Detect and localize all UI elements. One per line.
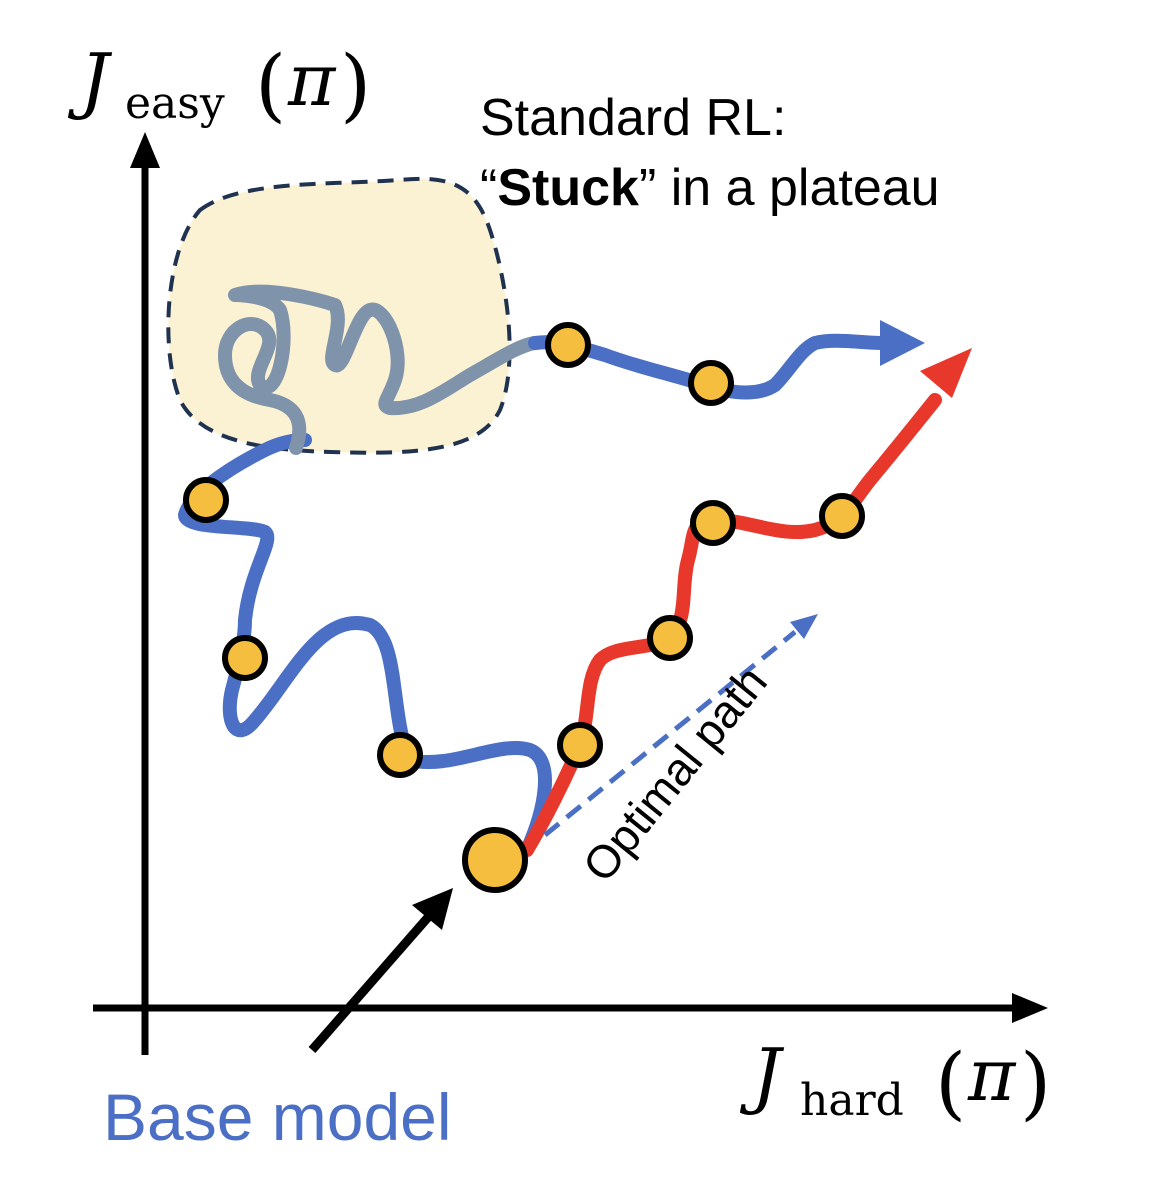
x-label-open: ( bbox=[935, 1036, 966, 1129]
node-bottom-blue bbox=[377, 732, 423, 778]
base-model-node bbox=[462, 827, 528, 893]
y-axis-label: J easy ( π ) bbox=[67, 38, 371, 131]
node-red-2 bbox=[647, 615, 693, 661]
standard-rl-arrowhead bbox=[880, 320, 925, 366]
optimal-path-arrow bbox=[543, 630, 797, 837]
node-red-1 bbox=[557, 722, 603, 768]
y-axis-arrowhead bbox=[130, 132, 160, 168]
node-left-upper bbox=[183, 477, 229, 523]
base-model-pointer-arrow bbox=[308, 912, 434, 1053]
standard-rl-path-upper bbox=[528, 333, 892, 400]
checkpoint-nodes bbox=[183, 322, 865, 893]
optimal-path-arrowhead bbox=[790, 614, 818, 639]
node-left-lower bbox=[222, 635, 268, 681]
base-model-pointer-arrowhead bbox=[412, 888, 453, 930]
node-upper-right bbox=[688, 360, 734, 406]
node-plateau-exit bbox=[545, 322, 591, 368]
y-label-sub: easy bbox=[125, 78, 225, 129]
standard-rl-title: Standard RL: bbox=[480, 89, 786, 147]
standard-rl-path-lower bbox=[178, 433, 552, 857]
red-path-arrowhead bbox=[920, 348, 972, 398]
x-label-pi: π bbox=[967, 1033, 1017, 1117]
y-label-open: ( bbox=[255, 38, 286, 131]
y-label-main: J bbox=[67, 38, 113, 122]
plateau-phrase: ” in a plateau bbox=[639, 159, 940, 217]
x-axis-label: J hard ( π ) bbox=[739, 1033, 1051, 1129]
node-red-4 bbox=[819, 493, 865, 539]
stuck-word: Stuck bbox=[497, 159, 639, 217]
base-model-label: Base model bbox=[103, 1080, 452, 1154]
quote-open: “ bbox=[480, 159, 497, 217]
x-axis-arrowhead bbox=[1012, 993, 1048, 1023]
standard-rl-subtitle: “Stuck” in a plateau bbox=[480, 159, 940, 217]
red-path bbox=[520, 393, 942, 857]
y-label-close: ) bbox=[340, 38, 371, 131]
y-label-pi: π bbox=[287, 38, 337, 122]
x-label-close: ) bbox=[1020, 1036, 1051, 1129]
stuck-squiggle-path bbox=[218, 284, 542, 455]
x-label-main: J bbox=[739, 1033, 785, 1117]
node-red-3 bbox=[690, 500, 736, 546]
optimal-path-label: Optimal path bbox=[572, 656, 777, 891]
x-label-sub: hard bbox=[800, 1075, 904, 1126]
